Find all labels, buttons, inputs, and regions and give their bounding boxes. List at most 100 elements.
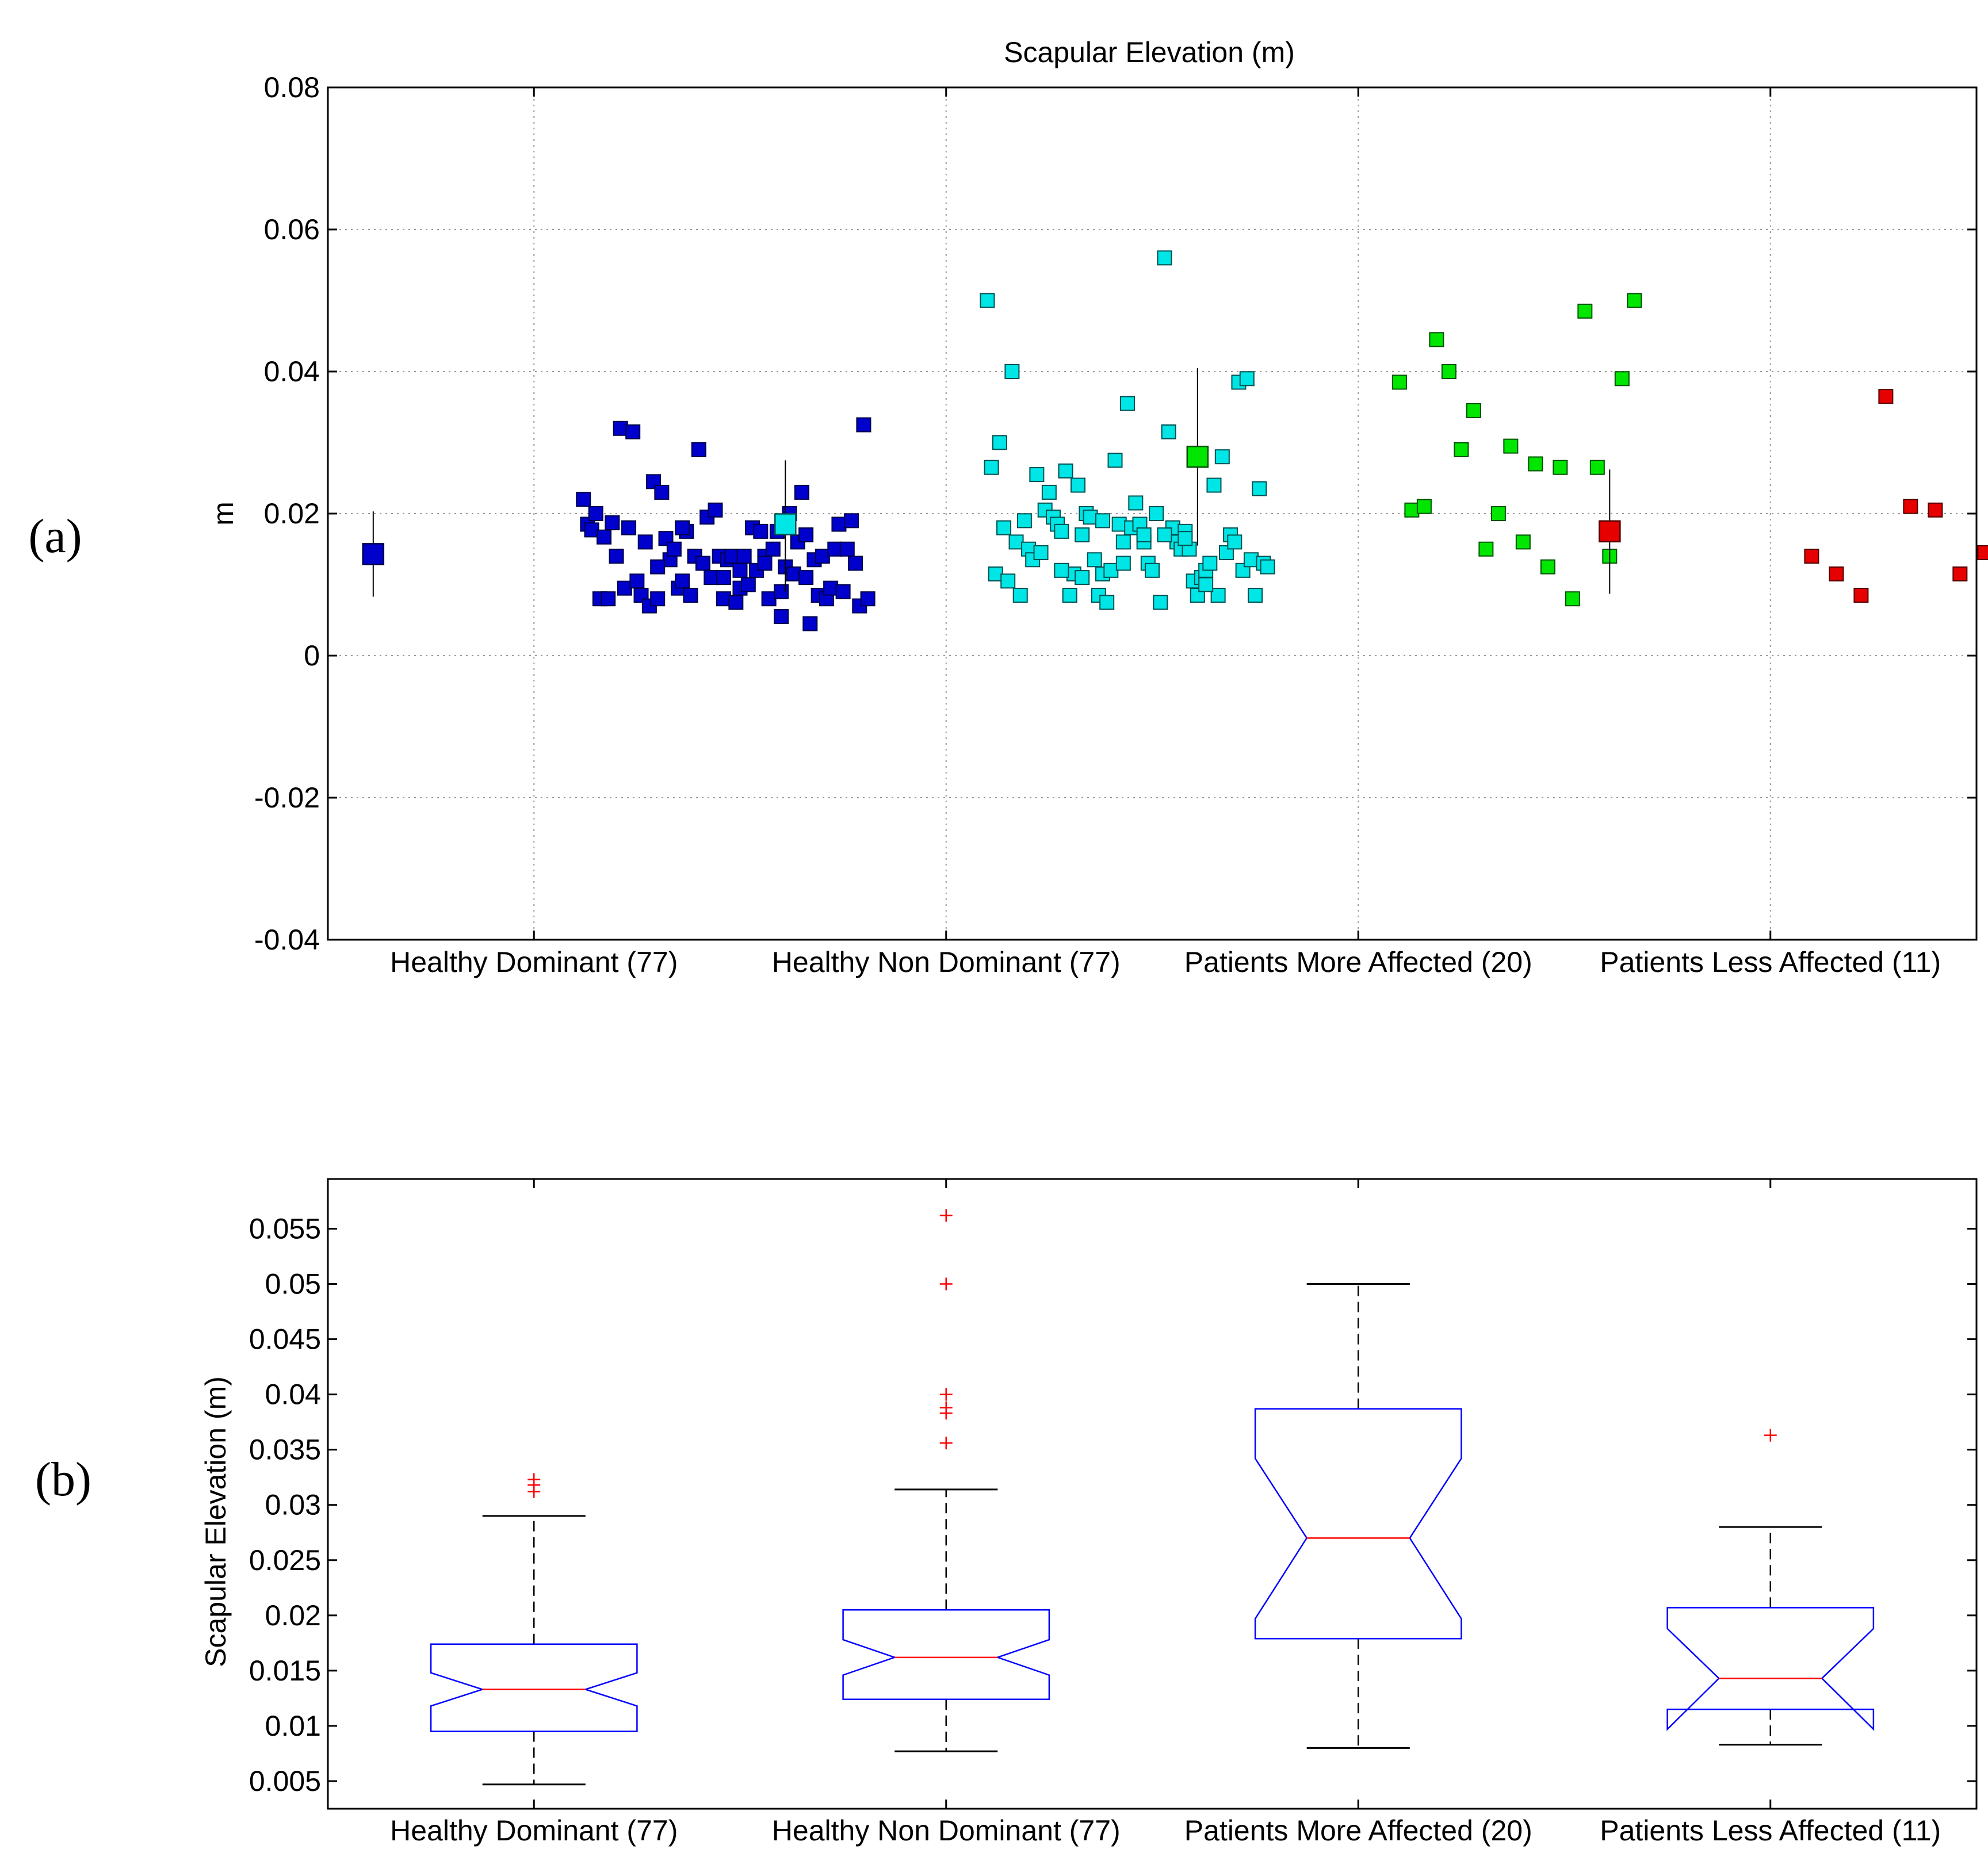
data-point — [798, 570, 814, 585]
data-point — [1103, 562, 1119, 578]
axis-ticks — [328, 86, 1976, 941]
data-point — [1404, 502, 1420, 518]
category-label: Patients Less Affected (11) — [1600, 1814, 1941, 1847]
panel-a-label: (a) — [28, 510, 82, 563]
data-point — [757, 556, 773, 571]
y-tick-label: 0.025 — [249, 1544, 321, 1576]
data-point — [1239, 371, 1255, 386]
data-point — [1115, 556, 1131, 571]
data-point — [1804, 549, 1819, 564]
category-label: Healthy Non Dominant (77) — [772, 946, 1121, 978]
data-point — [765, 541, 781, 557]
y-tick-label: 0.08 — [264, 71, 320, 104]
data-point — [1062, 588, 1077, 603]
data-point — [708, 502, 723, 518]
data-point — [761, 591, 777, 607]
y-tick-label: 0.02 — [264, 497, 320, 530]
y-tick-label: -0.04 — [254, 924, 320, 956]
data-point — [1041, 484, 1057, 500]
data-point — [1145, 562, 1160, 578]
panel-b-label: (b) — [35, 1453, 91, 1506]
outlier-marker — [527, 1473, 541, 1486]
data-point — [827, 541, 843, 557]
data-point — [856, 417, 871, 432]
outlier-marker — [939, 1388, 953, 1401]
data-point — [666, 541, 682, 557]
data-point — [675, 520, 690, 535]
notched-box — [1666, 1607, 1875, 1731]
data-point — [1577, 304, 1593, 319]
box-group — [1254, 1283, 1462, 1749]
data-point — [1391, 374, 1407, 390]
data-point — [835, 584, 851, 599]
data-point — [798, 527, 814, 543]
data-point — [625, 424, 641, 439]
data-point — [753, 523, 769, 539]
data-point — [605, 515, 620, 531]
data-point — [617, 580, 632, 596]
y-tick-label: 0.02 — [265, 1599, 321, 1632]
data-point — [704, 570, 719, 585]
data-point — [736, 549, 752, 564]
data-point — [629, 573, 645, 589]
mean-marker — [1186, 445, 1209, 468]
data-point — [860, 591, 876, 607]
notched-box — [1254, 1408, 1462, 1640]
category-label: Healthy Non Dominant (77) — [772, 1814, 1121, 1847]
data-point — [1589, 460, 1605, 475]
data-point — [1210, 588, 1226, 603]
y-tick-label: 0.04 — [265, 1379, 321, 1411]
category-label: Patients More Affected (20) — [1184, 946, 1532, 978]
data-point — [1503, 438, 1519, 454]
data-point — [1033, 545, 1049, 560]
category-label: Healthy Dominant (77) — [390, 946, 678, 978]
data-point — [1008, 534, 1024, 550]
data-point — [1416, 499, 1432, 514]
y-tick-label: -0.02 — [254, 782, 320, 814]
y-tick-label: 0.005 — [249, 1765, 321, 1797]
mean-marker — [362, 543, 385, 565]
data-point — [848, 556, 863, 571]
data-point — [740, 577, 756, 592]
y-tick-label: 0.05 — [265, 1268, 321, 1300]
data-point — [802, 616, 818, 631]
data-point — [1149, 506, 1164, 521]
data-point — [724, 549, 740, 564]
y-tick-label: 0 — [304, 640, 320, 672]
data-point — [1111, 516, 1127, 532]
data-point — [996, 520, 1012, 535]
data-point — [1157, 250, 1172, 266]
category-label: Healthy Dominant (77) — [390, 1814, 678, 1847]
data-point — [988, 566, 1003, 581]
data-point — [1206, 477, 1222, 493]
data-point — [1878, 389, 1894, 404]
data-point — [609, 549, 624, 564]
data-point — [1115, 534, 1131, 550]
data-point — [1515, 534, 1531, 550]
data-point — [1454, 442, 1469, 457]
y-tick-label: 0.015 — [249, 1655, 321, 1687]
data-point — [831, 516, 847, 532]
data-point — [658, 531, 674, 546]
data-point — [1107, 453, 1123, 468]
data-point — [1000, 573, 1016, 589]
data-point — [1243, 552, 1259, 568]
data-point — [1627, 293, 1642, 308]
data-point — [1128, 495, 1144, 511]
data-point — [650, 591, 666, 607]
data-point — [1016, 513, 1032, 529]
data-point — [675, 573, 690, 589]
y-tick-label: 0.04 — [264, 355, 320, 388]
data-point — [601, 591, 616, 607]
data-point — [1075, 570, 1090, 585]
box-group — [842, 1209, 1050, 1752]
data-point — [823, 580, 839, 596]
data-point — [1075, 527, 1090, 543]
y-tick-label: 0.045 — [249, 1323, 321, 1356]
data-point — [1087, 552, 1102, 568]
data-point — [650, 559, 666, 575]
y-tick-labels: 0.005 0.01 0.015 0.02 0.025 0.03 0.035 0.04 0.04… — [249, 1212, 321, 1797]
data-point — [1614, 371, 1630, 386]
data-point — [815, 549, 830, 564]
